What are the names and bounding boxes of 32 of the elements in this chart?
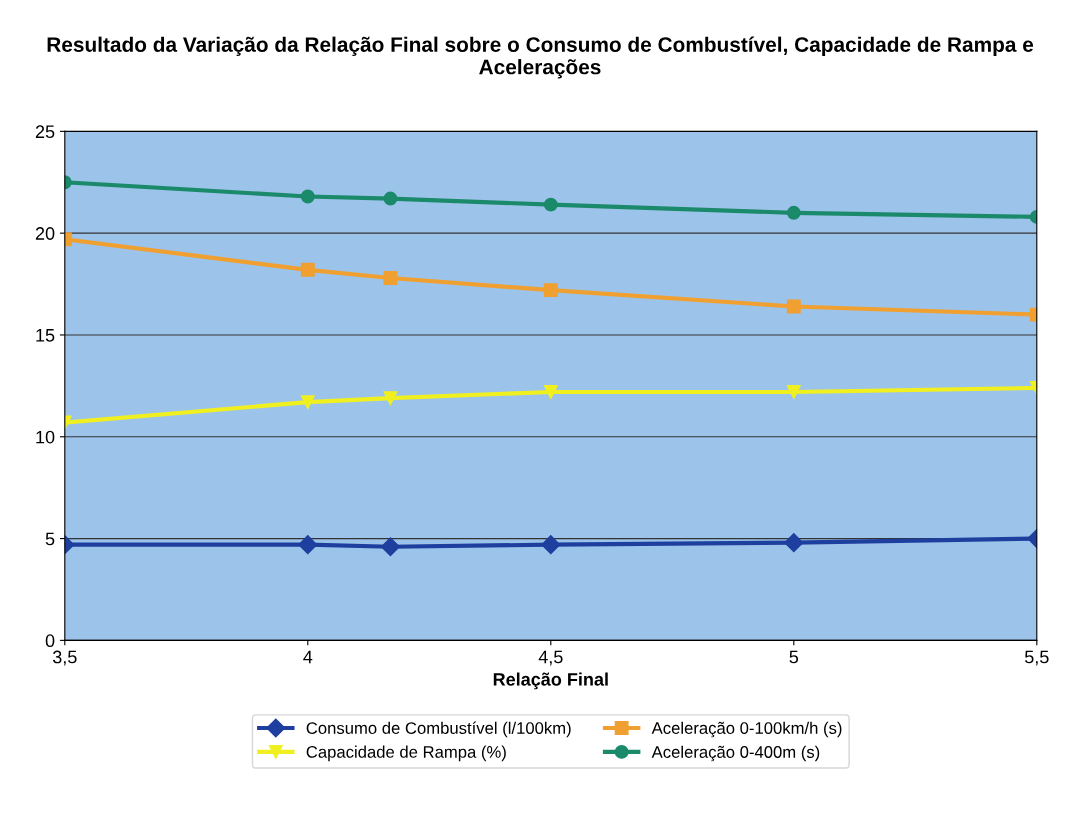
point (383, 391, 398, 406)
chart-title: Resultado da Variação da Relação Final sobre o Consumo de Combustível, Capacidade de Rampa e Acelerações (47, 36, 1034, 79)
point (383, 271, 398, 285)
y-tick-label: 25 (35, 125, 55, 139)
x-tick-label: 4 (303, 650, 313, 664)
x-tick-label: 5,5 (1024, 650, 1049, 666)
y-tick-label: 0 (45, 634, 55, 648)
x-tick-label: 5 (789, 650, 799, 664)
point (383, 191, 398, 206)
legend-label: Aceleração 0-100km/h (s) (651, 721, 842, 738)
point (300, 262, 315, 277)
legend-label: Aceleração 0-400m (s) (651, 745, 820, 762)
point (541, 535, 561, 555)
y-tick-label: 20 (35, 227, 55, 240)
x-tick-label: 3,5 (52, 650, 77, 666)
point (380, 537, 400, 557)
legend-label: Capacidade de Rampa (%) (306, 745, 506, 762)
point (300, 189, 315, 204)
y-tick-label: 5 (45, 532, 55, 546)
legend-label: Consumo de Combustível (l/100km) (306, 721, 571, 738)
y-tick-label: 10 (36, 430, 55, 444)
point (543, 385, 558, 399)
point (786, 299, 801, 314)
y-tick-label: 15 (36, 329, 55, 342)
point (543, 197, 558, 212)
point (300, 395, 315, 410)
point (786, 205, 801, 220)
point (786, 385, 801, 399)
point (543, 283, 558, 298)
x-axis-title: Relação Final (493, 672, 608, 690)
point (298, 535, 318, 555)
x-tick-label: 4,5 (538, 650, 563, 666)
